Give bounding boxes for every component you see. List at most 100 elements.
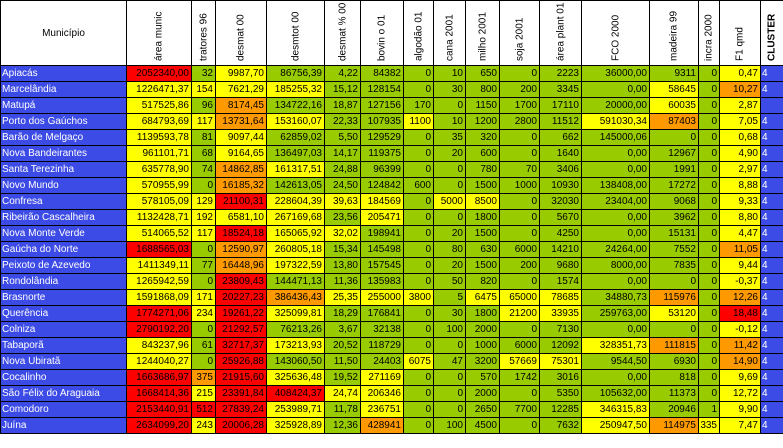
data-cell: 578105,09 [126,193,192,210]
data-cell: 0 [403,145,434,162]
data-cell: 1 [698,401,720,418]
data-cell: 2650 [465,401,500,418]
data-cell: 24,74 [324,385,361,402]
header-label: desmat 00 [235,14,247,61]
data-cell: 21200 [499,305,540,322]
table-row: Querência 1774271,06 234 19261,22 325099,81 1… [0,305,783,322]
data-cell: 17272 [649,177,699,194]
table-row: Rondolândia 1265942,59 0 23809,43 144471,13 1… [0,273,783,290]
data-cell: 0 [403,241,434,258]
data-cell: 205471 [360,209,404,226]
table-row: Juína 2634099,20 243 20006,28 325928,89 12,36… [0,417,783,434]
data-cell: 9680 [539,257,582,274]
data-cell: 1500 [465,257,500,274]
data-cell: 0 [499,385,540,402]
header-cell: área munic [126,0,192,66]
data-cell: 7552 [649,241,699,258]
data-cell: 4,90 [719,145,761,162]
data-cell: 600 [403,177,434,194]
data-cell: 4 [760,353,783,370]
data-cell: 35 [433,129,466,146]
data-cell: 12092 [539,337,582,354]
data-cell: 25,35 [324,289,361,306]
data-cell: 23404,00 [581,193,650,210]
data-cell: 5670 [539,209,582,226]
data-cell: 4 [760,65,783,82]
header-label: área plant 01 [555,2,566,61]
data-cell: 0 [433,161,466,178]
municipio-cell: Novo Mundo [0,177,127,194]
header-label: desmtot 00 [290,11,301,61]
data-cell: 184569 [360,193,404,210]
table-row: Marcelândia 1226471,37 154 7621,29 185255,32… [0,81,783,98]
header-label: área munic [153,11,165,61]
data-cell: 0 [499,209,540,226]
data-cell: 9,44 [719,257,761,274]
data-cell: 2634099,20 [126,417,192,434]
header-label: desmat % 00 [337,2,348,61]
data-cell: 12,26 [719,289,761,306]
table-row: Brasnorte 1591868,09 171 20227,23 386436,43 2… [0,289,783,306]
data-cell: 325099,81 [266,305,325,322]
table-row: Cocalinho 1663686,97 375 21915,60 325636,48 1… [0,369,783,386]
data-cell: 134722,16 [266,97,325,114]
data-cell: 27839,24 [215,401,267,418]
data-cell: 0 [499,417,540,434]
data-cell: 20946 [649,401,699,418]
data-cell: 0 [403,305,434,322]
data-cell: 100 [433,417,466,434]
data-cell: 1132428,71 [126,209,192,226]
header-cell: bovin o 01 [360,0,404,66]
data-cell: 0 [191,241,216,258]
data-cell: 11373 [649,385,699,402]
municipio-cell: Rondolândia [0,273,127,290]
table-row: Matupá 517525,86 96 8174,45 134722,16 18,87 12… [0,97,783,114]
data-cell: 138408,00 [581,177,650,194]
data-cell: 2052340,00 [126,65,192,82]
municipio-cell: Brasnorte [0,289,127,306]
header-label: tratores 96 [198,13,209,61]
data-cell: 0 [403,257,434,274]
data-cell: 0 [698,257,720,274]
municipio-cell: Gaúcha do Norte [0,241,127,258]
data-cell: 0 [403,65,434,82]
data-cell: 20 [433,257,466,274]
data-cell: 70 [499,161,540,178]
data-cell: 0 [191,353,216,370]
data-cell: 32030 [539,193,582,210]
data-cell: 15,12 [324,81,361,98]
data-cell: 0 [433,401,466,418]
data-cell: 9097,44 [215,129,267,146]
data-cell: 68 [191,145,216,162]
data-cell: 197322,59 [266,257,325,274]
data-cell: 236751 [360,401,404,418]
data-cell: 1688565,03 [126,241,192,258]
data-cell: 0 [403,81,434,98]
data-cell: 0,00 [581,161,650,178]
data-cell: 142613,05 [266,177,325,194]
data-cell: 5,50 [324,129,361,146]
municipio-cell: Tabaporã [0,337,127,354]
data-cell: 0 [698,209,720,226]
data-cell: 25926,88 [215,353,267,370]
data-cell: 4 [760,113,783,130]
data-cell: 0 [698,97,720,114]
data-cell: 255000 [360,289,404,306]
municipio-cell: São Félix do Araguaia [0,385,127,402]
municipio-cell: Nova Ubiratã [0,353,127,370]
data-cell: 22,33 [324,113,361,130]
data-cell: 4 [760,417,783,434]
data-cell: 260805,18 [266,241,325,258]
header-label: CLUSTER [766,13,778,61]
data-cell: 0,00 [581,369,650,386]
data-cell: 0 [698,161,720,178]
data-cell: 10 [433,113,466,130]
header-cell: milho 2001 [465,0,500,66]
data-cell: 57669 [499,353,540,370]
data-cell: 4 [760,225,783,242]
data-cell: 325636,48 [266,369,325,386]
data-cell: 1800 [465,209,500,226]
data-cell: 600 [465,145,500,162]
data-cell: 570955,99 [126,177,192,194]
data-cell: 2800 [499,113,540,130]
